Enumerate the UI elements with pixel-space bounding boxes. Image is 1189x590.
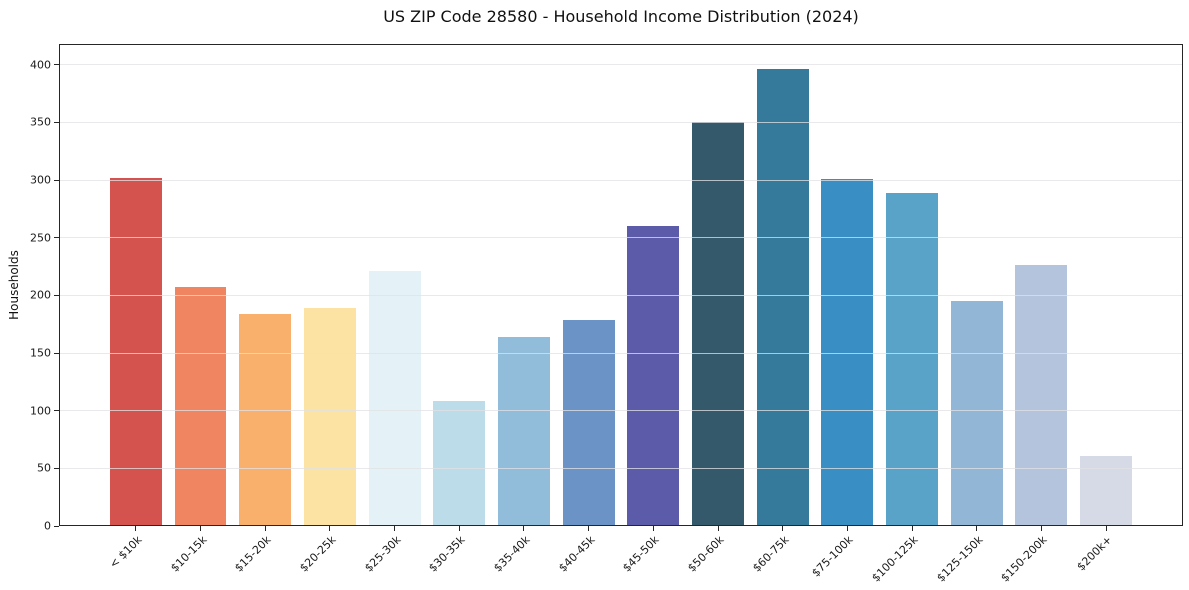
- bar-7: [562, 319, 615, 526]
- x-tick-mark: [782, 526, 784, 531]
- x-tick-mark: [200, 526, 202, 531]
- bar-14: [1015, 265, 1068, 526]
- y-tick-label: 300: [30, 173, 51, 187]
- plot-frame: [59, 44, 1183, 526]
- x-tick-mark: [717, 526, 719, 531]
- x-tick-mark: [329, 526, 331, 531]
- y-tick-mark: [54, 121, 59, 123]
- x-tick-mark: [523, 526, 525, 531]
- y-tick-mark: [54, 410, 59, 412]
- y-tick-mark: [54, 64, 59, 66]
- gridline-y-300: [59, 179, 1183, 181]
- x-tick-mark: [652, 526, 654, 531]
- y-tick-label: 350: [30, 115, 51, 129]
- gridline-y-150: [59, 352, 1183, 354]
- chart-title: US ZIP Code 28580 - Household Income Dis…: [383, 7, 859, 26]
- gridline-y-50: [59, 467, 1183, 469]
- bar-13: [950, 301, 1003, 526]
- bar-3: [304, 308, 356, 526]
- bar-1: [174, 287, 227, 526]
- y-tick-mark: [54, 525, 59, 527]
- bar-9: [692, 122, 744, 526]
- y-tick-label: 200: [30, 288, 51, 302]
- gridline-y-250: [59, 237, 1183, 239]
- x-tick-label: < $10k: [106, 533, 145, 571]
- gridline-y-400: [59, 64, 1183, 66]
- y-tick-mark: [54, 294, 59, 296]
- x-tick-mark: [458, 526, 460, 531]
- y-tick-mark: [54, 237, 59, 239]
- y-axis-label: Households: [7, 250, 21, 320]
- y-tick-label: 150: [30, 346, 51, 360]
- x-tick-mark: [846, 526, 848, 531]
- x-tick-mark: [911, 526, 913, 531]
- y-tick-label: 250: [30, 231, 51, 245]
- bar-15: [1080, 455, 1132, 526]
- y-tick-label: 400: [30, 58, 51, 72]
- gridline-y-200: [59, 294, 1183, 296]
- bar-8: [627, 226, 680, 526]
- gridline-y-350: [59, 121, 1183, 123]
- y-tick-label: 100: [30, 404, 51, 418]
- bar-2: [239, 313, 292, 526]
- bar-6: [498, 336, 550, 526]
- gridline-y-100: [59, 410, 1183, 412]
- bar-4: [368, 271, 421, 526]
- y-tick-mark: [54, 467, 59, 469]
- bar-10: [756, 69, 809, 526]
- x-tick-mark: [135, 526, 137, 531]
- y-tick-mark: [54, 352, 59, 354]
- bar-12: [886, 192, 938, 526]
- plot-area: 0 50 100 150 200 250 300 350 400 < $10k $10-15k $15…: [30, 44, 1183, 584]
- y-tick-mark: [54, 179, 59, 181]
- y-tick-label: 0: [44, 519, 51, 533]
- x-tick-mark: [588, 526, 590, 531]
- bar-5: [433, 401, 486, 526]
- x-tick-mark: [264, 526, 266, 531]
- x-tick-mark: [976, 526, 978, 531]
- x-tick-mark: [1040, 526, 1042, 531]
- x-tick-mark: [1105, 526, 1107, 531]
- x-tick-mark: [394, 526, 396, 531]
- y-tick-label: 50: [37, 461, 51, 475]
